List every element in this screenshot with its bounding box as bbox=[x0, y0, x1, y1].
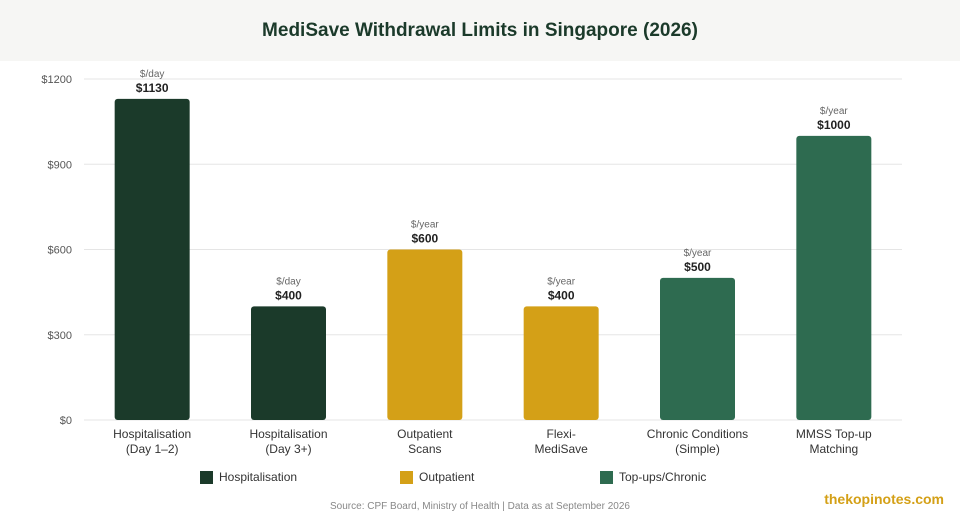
legend-item: Hospitalisation bbox=[200, 470, 297, 484]
bar-value-label: $500 bbox=[684, 260, 711, 274]
x-tick-label: Scans bbox=[408, 442, 441, 456]
bar-unit-label: $/year bbox=[547, 276, 575, 287]
bar-value-label: $600 bbox=[411, 232, 438, 246]
source-note: Source: CPF Board, Ministry of Health | … bbox=[330, 501, 630, 512]
legend-swatch bbox=[200, 470, 213, 484]
legend-label: Top-ups/Chronic bbox=[619, 470, 707, 484]
x-tick-label: Hospitalisation bbox=[113, 427, 191, 441]
bar-value-label: $400 bbox=[275, 288, 302, 302]
y-tick-label: $900 bbox=[48, 159, 72, 171]
bar-chart: $0$300$600$900$1200 $/day$1130Hospitalisa… bbox=[41, 69, 902, 456]
bar bbox=[660, 277, 735, 420]
legend-item: Outpatient bbox=[400, 470, 474, 484]
bar-value-label: $1000 bbox=[817, 118, 851, 132]
x-tick-label: (Day 3+) bbox=[265, 442, 311, 456]
x-tick-label: (Day 1–2) bbox=[126, 442, 179, 456]
x-tick-label: (Simple) bbox=[675, 442, 720, 456]
legend-label: Outpatient bbox=[419, 470, 475, 484]
legend-swatch bbox=[400, 470, 413, 484]
chart-legend: Hospitalisation Outpatient Top-ups/Chronic bbox=[0, 470, 960, 488]
y-tick-label: $0 bbox=[60, 415, 72, 427]
bar bbox=[796, 135, 872, 421]
legend-label: Hospitalisation bbox=[219, 470, 298, 484]
bar bbox=[114, 98, 190, 421]
bar bbox=[251, 306, 326, 420]
x-tick-label: MMSS Top-up bbox=[796, 427, 872, 441]
x-tick-label: Outpatient bbox=[397, 427, 453, 441]
bar-value-label: $1130 bbox=[136, 81, 169, 95]
x-tick-label: Hospitalisation bbox=[249, 427, 327, 441]
chart-title: MediSave Withdrawal Limits in Singapore … bbox=[262, 19, 698, 41]
bar-unit-label: $/year bbox=[684, 248, 712, 259]
bar-unit-label: $/day bbox=[140, 69, 164, 80]
x-tick-label: Chronic Conditions bbox=[647, 427, 748, 441]
site-watermark: thekopinotes.com bbox=[824, 491, 944, 507]
x-tick-label: Matching bbox=[809, 442, 858, 456]
bar-unit-label: $/year bbox=[411, 220, 439, 231]
legend-swatch bbox=[600, 470, 613, 484]
title-band: MediSave Withdrawal Limits in Singapore … bbox=[0, 0, 960, 61]
x-tick-label: MediSave bbox=[534, 442, 588, 456]
y-tick-label: $300 bbox=[48, 330, 72, 342]
x-tick-label: Flexi- bbox=[546, 427, 575, 441]
bar bbox=[523, 306, 599, 420]
bar-unit-label: $/day bbox=[276, 276, 300, 287]
y-tick-label: $600 bbox=[48, 245, 72, 257]
bar bbox=[387, 249, 463, 420]
legend-item: Top-ups/Chronic bbox=[600, 470, 706, 484]
bar-value-label: $400 bbox=[548, 288, 575, 302]
y-tick-label: $1200 bbox=[41, 74, 72, 86]
bar-unit-label: $/year bbox=[820, 106, 848, 117]
